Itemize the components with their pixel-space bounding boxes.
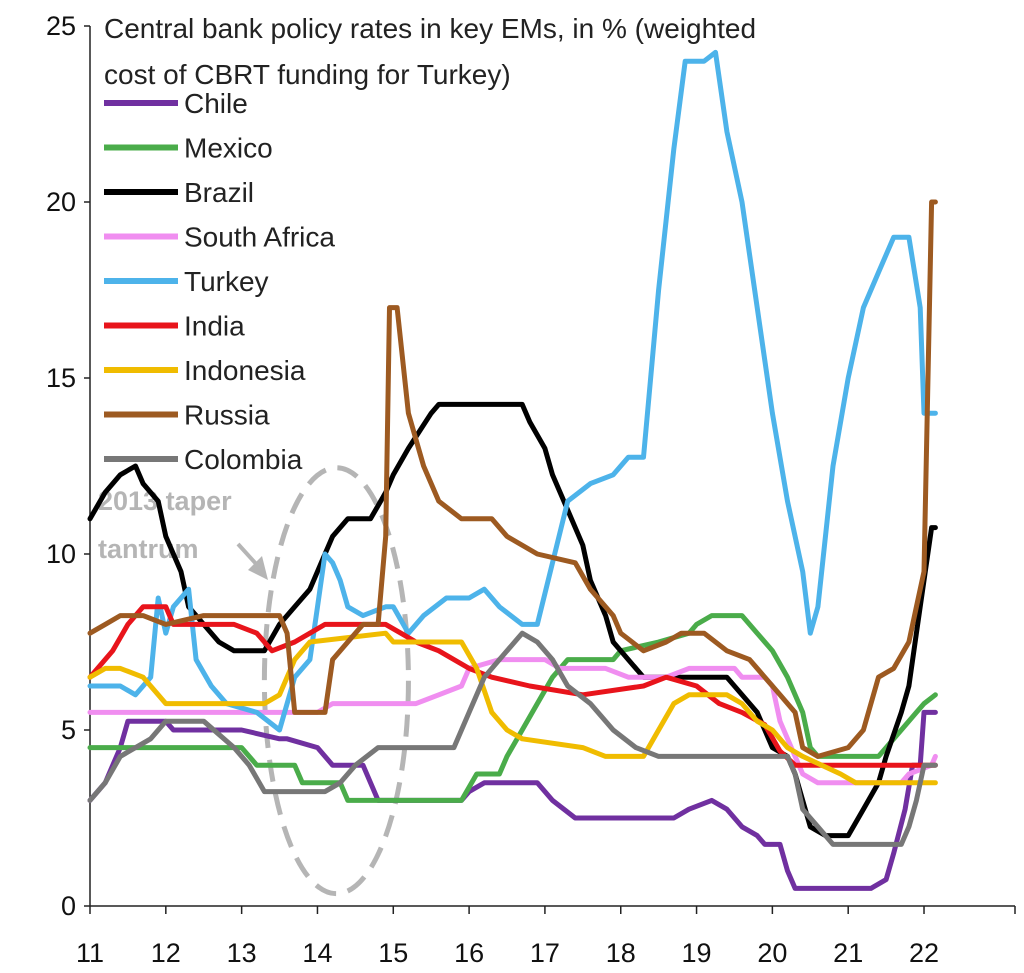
series-line-russia [87, 199, 938, 759]
series-line-turkey [87, 49, 938, 733]
annotation-arrow-shaft [236, 542, 260, 568]
taper-tantrum-ellipse [261, 465, 411, 897]
legend-label-south-africa: South Africa [184, 222, 335, 253]
series-line-brazil [87, 401, 938, 839]
taper-tantrum-label-line2: tantrum [98, 534, 199, 564]
x-tick-label: 15 [378, 938, 408, 968]
y-tick-label: 25 [46, 11, 76, 41]
legend-label-mexico: Mexico [184, 133, 273, 164]
legend-label-russia: Russia [184, 400, 270, 431]
legend-label-chile: Chile [184, 88, 248, 119]
x-tick-label: 11 [76, 938, 104, 968]
taper-tantrum-label-line1: 2013 taper [98, 486, 232, 516]
axes: 0 5 10 15 20 25 11 12 13 14 15 16 17 18 19 20 21 22 [46, 11, 1016, 968]
x-tick-label: 19 [682, 938, 712, 968]
x-tick-label: 17 [530, 938, 560, 968]
legend-label-indonesia: Indonesia [184, 355, 306, 386]
series-lines [87, 49, 938, 891]
legend: Chile Mexico Brazil South Africa Turkey India… [104, 88, 335, 475]
chart-title-line2: cost of CBRT funding for Turkey) [104, 59, 511, 90]
x-tick-label: 12 [151, 938, 181, 968]
y-tick-label: 0 [61, 891, 76, 921]
y-tick-label: 5 [61, 715, 76, 745]
series-line-indonesia [87, 630, 938, 786]
chart-title: Central bank policy rates in key EMs, in… [104, 13, 756, 90]
x-tick-label: 18 [606, 938, 636, 968]
annotation-arrow-head [248, 556, 268, 580]
legend-label-india: India [184, 311, 245, 342]
series-line-south-africa [87, 657, 938, 786]
x-tick-label: 16 [454, 938, 484, 968]
x-tick-label: 14 [302, 938, 332, 968]
taper-tantrum-annotation: 2013 taper tantrum [98, 465, 411, 897]
y-tick-label: 15 [46, 363, 76, 393]
legend-label-colombia: Colombia [184, 444, 303, 475]
series-line-chile [87, 709, 938, 891]
x-tick-label: 22 [909, 938, 939, 968]
y-tick-label: 10 [46, 539, 76, 569]
chart-title-line1: Central bank policy rates in key EMs, in… [104, 13, 756, 44]
legend-label-brazil: Brazil [184, 177, 254, 208]
legend-label-turkey: Turkey [184, 266, 269, 297]
series-line-colombia [87, 630, 938, 847]
x-tick-label: 21 [833, 938, 863, 968]
y-tick-label: 20 [46, 187, 76, 217]
x-tick-label: 20 [757, 938, 787, 968]
x-tick-label: 13 [227, 938, 257, 968]
